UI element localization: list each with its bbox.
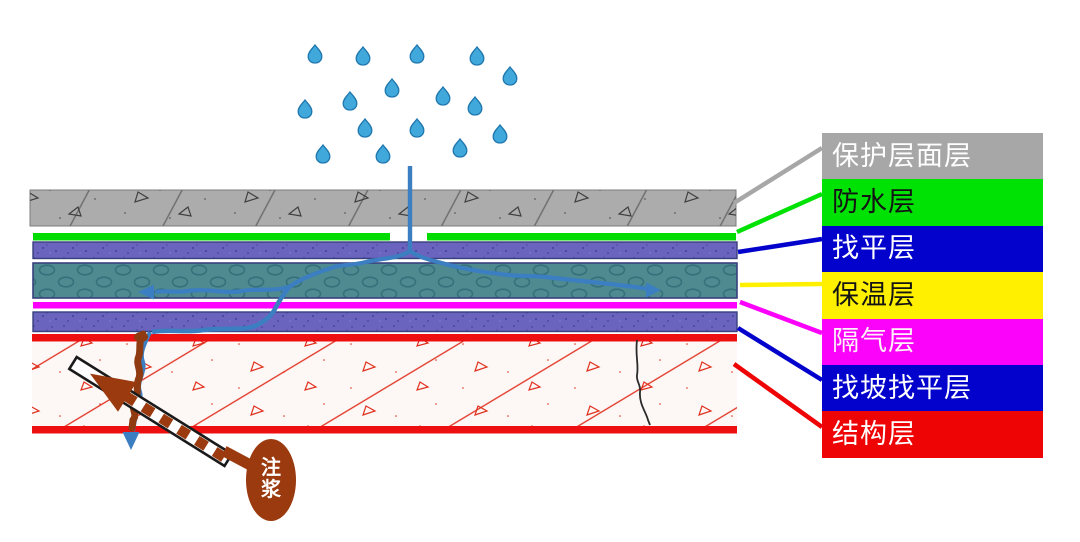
layer-legend: 保护层面层防水层找平层保温层隔气层找坡找平层结构层	[822, 133, 1043, 458]
rain-drop-icon	[409, 118, 425, 138]
grout-flow-arrow	[89, 373, 137, 412]
layer-protection	[29, 189, 737, 227]
rain-drop-icon	[502, 66, 518, 86]
grout-balloon	[246, 439, 296, 521]
leader-line-6	[736, 326, 824, 382]
layer-structure	[32, 334, 737, 434]
legend-item-6: 找坡找平层	[822, 364, 1043, 412]
legend-item-7: 结构层	[822, 411, 1043, 458]
leader-line-1	[732, 146, 824, 205]
rain-cluster	[297, 44, 518, 164]
layer-insulation	[32, 262, 738, 299]
legend-item-label: 防水层	[832, 187, 916, 218]
legend-item-label: 保护层面层	[832, 140, 972, 171]
rain-drop-icon	[315, 144, 331, 164]
slab-crack	[635, 339, 651, 426]
rain-drop-icon	[355, 46, 371, 66]
legend-item-1: 保护层面层	[822, 133, 1043, 180]
rain-drop-icon	[384, 78, 400, 98]
layer-slope-leveling	[32, 311, 738, 333]
water-arrow-down	[122, 432, 140, 450]
rain-drop-icon	[469, 46, 485, 66]
layer-leveling	[32, 241, 738, 260]
rain-drop-icon	[342, 91, 358, 111]
rain-drop-icon	[435, 86, 451, 106]
rain-drop-icon	[297, 99, 313, 119]
rain-drop-icon	[492, 124, 508, 144]
legend-item-label: 结构层	[832, 419, 916, 450]
legend-item-label: 找平层	[832, 233, 916, 264]
leader-line-2	[736, 191, 823, 235]
legend-item-label: 隔气层	[832, 326, 916, 357]
legend-item-4: 保温层	[822, 272, 1043, 319]
rain-drop-icon	[409, 44, 425, 64]
legend-item-2: 防水层	[822, 179, 1043, 226]
leader-line-5	[739, 299, 823, 336]
legend-item-label: 找坡找平层	[832, 372, 972, 403]
rain-drop-icon	[357, 118, 373, 138]
legend-item-label: 保温层	[832, 279, 916, 310]
rain-drop-icon	[467, 96, 483, 116]
grout-assembly: 注浆	[67, 330, 296, 521]
water-arrow-right	[646, 282, 661, 298]
legend-item-5: 隔气层	[822, 318, 1043, 365]
water-arrow-left	[138, 284, 154, 300]
rain-drop-icon	[375, 144, 391, 164]
leader-line-3	[737, 236, 823, 255]
legend-item-3: 找平层	[822, 225, 1043, 273]
leader-line-4	[739, 281, 823, 288]
rain-drop-icon	[452, 138, 468, 158]
injection-pipe	[67, 355, 234, 468]
layer-waterproof	[33, 233, 736, 241]
leader-lines	[732, 146, 824, 429]
leader-line-7	[732, 362, 824, 429]
grout-label: 注浆	[260, 455, 282, 501]
layer-vapor-barrier	[33, 302, 737, 309]
rain-drop-icon	[307, 44, 323, 64]
